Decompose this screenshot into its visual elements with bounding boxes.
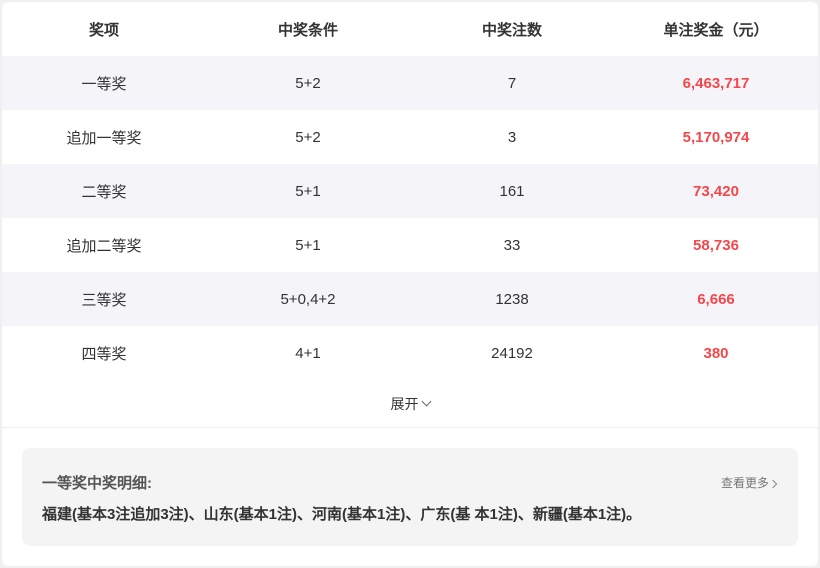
detail-text: 福建(基本3注追加3注)、山东(基本1注)、河南(基本1注)、广东(基 本1注)… — [42, 506, 642, 523]
prize-amount: 6,463,717 — [682, 74, 750, 92]
winner-count: 33 — [503, 236, 521, 254]
table-row: 追加一等奖 5+2 3 5,170,974 — [2, 110, 818, 164]
prize-amount: 73,420 — [693, 182, 739, 200]
winner-count: 24192 — [491, 344, 533, 362]
prize-level: 三等奖 — [81, 291, 127, 309]
header-condition: 中奖条件 — [277, 21, 338, 39]
prize-level: 四等奖 — [81, 345, 127, 363]
expand-button[interactable]: 展开 — [2, 380, 818, 428]
table-row: 三等奖 5+0,4+2 1238 6,666 — [2, 272, 818, 326]
condition: 5+0,4+2 — [280, 290, 336, 308]
condition: 5+2 — [295, 128, 321, 146]
prize-amount: 6,666 — [697, 290, 735, 308]
header-amount: 单注奖金（元） — [663, 21, 769, 39]
chevron-down-icon — [421, 396, 431, 407]
winner-count: 3 — [507, 128, 517, 146]
table-row: 二等奖 5+1 161 73,420 — [2, 164, 818, 218]
prize-amount: 5,170,974 — [682, 128, 750, 146]
condition: 5+2 — [295, 74, 321, 92]
header-count: 中奖注数 — [481, 21, 542, 39]
header-prize-level: 奖项 — [88, 21, 119, 39]
view-more-link[interactable]: 查看更多 — [720, 474, 778, 491]
winner-count: 1238 — [495, 290, 529, 308]
table-row: 四等奖 4+1 24192 380 — [2, 326, 818, 380]
condition: 5+1 — [295, 236, 321, 254]
winner-count: 7 — [507, 74, 517, 92]
table-row: 追加二等奖 5+1 33 58,736 — [2, 218, 818, 272]
detail-title: 一等奖中奖明细: — [42, 475, 152, 492]
prize-amount: 380 — [703, 344, 729, 362]
expand-label: 展开 — [390, 395, 419, 412]
prize-level: 二等奖 — [81, 183, 127, 201]
table-header: 奖项 中奖条件 中奖注数 单注奖金（元） — [2, 2, 818, 56]
prize-amount: 58,736 — [693, 236, 739, 254]
condition: 4+1 — [295, 344, 321, 362]
chevron-right-icon — [768, 479, 778, 489]
prize-level: 追加二等奖 — [66, 237, 142, 255]
table-row: 一等奖 5+2 7 6,463,717 — [2, 56, 818, 110]
prize-level: 追加一等奖 — [66, 129, 142, 147]
condition: 5+1 — [295, 182, 321, 200]
view-more-label: 查看更多 — [720, 476, 769, 490]
first-prize-detail: 一等奖中奖明细: 查看更多 福建(基本3注追加3注)、山东(基本1注)、河南(基… — [22, 448, 798, 546]
winner-count: 161 — [499, 182, 525, 200]
prize-level: 一等奖 — [81, 75, 127, 93]
